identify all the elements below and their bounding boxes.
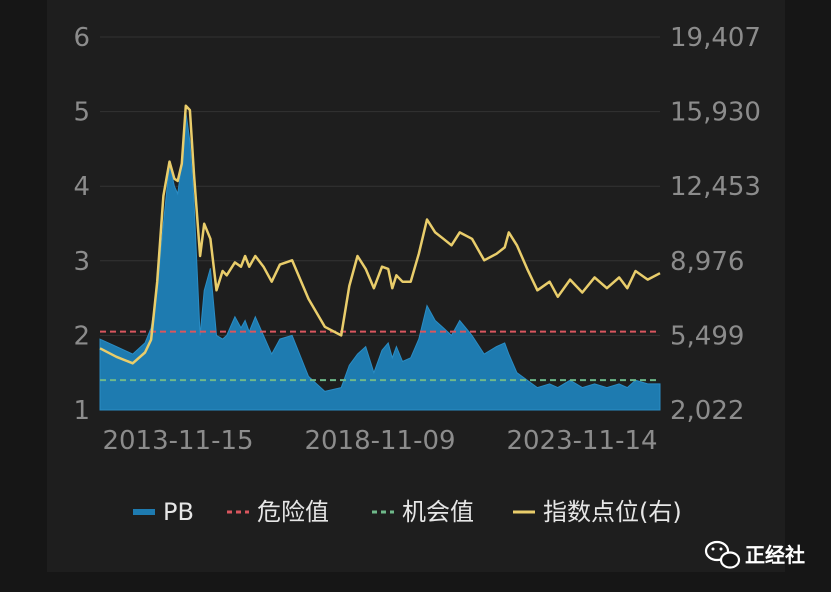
chart-legend: PB 危险值 机会值 指数点位(右) [133, 498, 682, 526]
watermark: 正经社 [704, 540, 805, 569]
index-line-layer [99, 104, 661, 365]
legend-item-danger[interactable]: 危险值 [227, 498, 329, 526]
right-tick-label: 15,930 [670, 98, 761, 128]
legend-item-pb[interactable]: PB [133, 498, 194, 526]
left-tick-label: 4 [73, 172, 90, 202]
wechat-icon [704, 540, 741, 569]
legend-item-index[interactable]: 指数点位(右) [513, 498, 682, 526]
index-line [99, 104, 661, 365]
legend-label-opportunity: 机会值 [402, 498, 474, 526]
legend-swatch-pb [133, 509, 155, 515]
legend-label-pb: PB [163, 498, 194, 526]
legend-label-danger: 危险值 [257, 498, 329, 526]
left-tick-label: 6 [73, 23, 90, 53]
left-tick-label: 3 [73, 247, 90, 277]
right-tick-label: 19,407 [670, 23, 761, 53]
x-tick-label: 2013-11-15 [102, 426, 253, 456]
left-tick-label: 1 [73, 396, 90, 426]
left-tick-label: 2 [73, 321, 90, 351]
threshold-lines [100, 330, 660, 382]
right-tick-label: 2,022 [670, 396, 744, 426]
left-axis-ticks: 1 2 3 4 5 6 [73, 23, 90, 426]
left-tick-label: 5 [73, 98, 90, 128]
right-tick-label: 5,499 [670, 321, 744, 351]
right-tick-label: 8,976 [670, 247, 744, 277]
watermark-text: 正经社 [745, 543, 805, 567]
legend-item-opportunity[interactable]: 机会值 [372, 498, 474, 526]
x-axis-ticks: 2013-11-15 2018-11-09 2023-11-14 [102, 426, 657, 456]
x-tick-label: 2023-11-14 [506, 426, 657, 456]
legend-label-index: 指数点位(右) [543, 498, 682, 526]
right-axis-ticks: 2,022 5,499 8,976 12,453 15,930 19,407 [670, 23, 761, 426]
right-tick-label: 12,453 [670, 172, 761, 202]
x-tick-label: 2018-11-09 [304, 426, 455, 456]
